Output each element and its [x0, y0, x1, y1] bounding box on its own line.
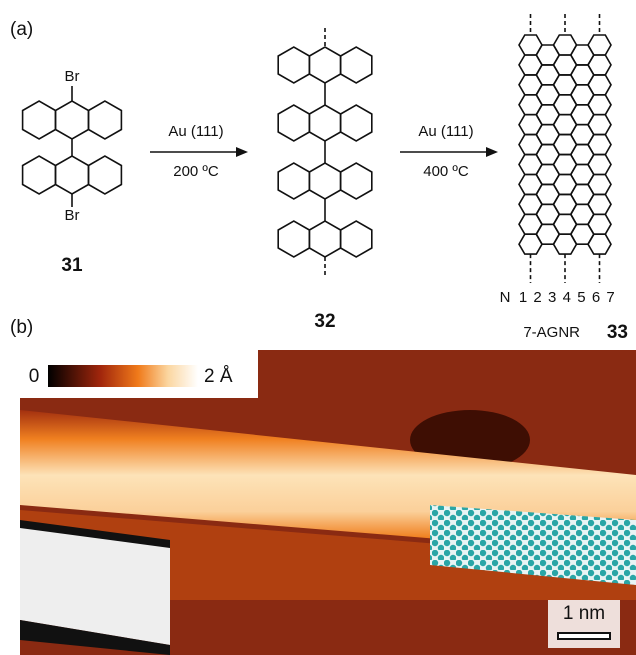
colorbar-max: 2 Å — [204, 366, 233, 387]
ring — [309, 221, 340, 257]
reagent: Au (111) — [418, 123, 473, 140]
ring — [588, 194, 611, 214]
reagent: Au (111) — [168, 123, 223, 140]
substituent: Br — [65, 207, 80, 224]
row-number: 4 — [563, 289, 571, 306]
ring — [588, 155, 611, 175]
compound-label: 31 — [61, 255, 83, 276]
ring — [588, 135, 611, 155]
arrow-head — [236, 147, 248, 157]
ring — [341, 163, 372, 199]
ring — [588, 55, 611, 75]
colorbar-min: 0 — [29, 366, 40, 387]
ring — [278, 221, 309, 257]
scale-bar — [558, 633, 610, 639]
ring — [341, 47, 372, 83]
ring — [278, 47, 309, 83]
substituent: Br — [65, 68, 80, 85]
panel-label: (a) — [10, 19, 33, 40]
panel-label: (b) — [10, 317, 33, 338]
scale-bar-label: 1 nm — [563, 603, 605, 624]
ring — [588, 175, 611, 195]
ring — [588, 35, 611, 55]
row-number: 6 — [592, 289, 600, 306]
ring — [56, 101, 89, 139]
ring — [588, 234, 611, 254]
ring — [588, 75, 611, 95]
ring — [56, 156, 89, 194]
ring — [341, 221, 372, 257]
colorbar — [48, 365, 198, 387]
ring — [278, 105, 309, 141]
row-number: 1 — [519, 289, 527, 306]
ring — [278, 163, 309, 199]
row-number: 7 — [606, 289, 614, 306]
ring — [341, 105, 372, 141]
row-prefix: N — [500, 289, 511, 306]
ring — [588, 95, 611, 115]
ring — [588, 115, 611, 135]
condition: 200 ºC — [173, 163, 219, 180]
condition: 400 ºC — [423, 163, 469, 180]
ring — [309, 47, 340, 83]
arrow-head — [486, 147, 498, 157]
ring — [23, 156, 56, 194]
molecules — [23, 14, 611, 283]
ring — [309, 163, 340, 199]
compound-label: 33 — [607, 322, 628, 343]
ring — [309, 105, 340, 141]
row-number: 3 — [548, 289, 556, 306]
row-number: 5 — [577, 289, 585, 306]
ring — [23, 101, 56, 139]
compound-label: 32 — [314, 311, 335, 332]
ring — [89, 156, 122, 194]
ring — [89, 101, 122, 139]
ring — [588, 214, 611, 234]
row-number: 2 — [533, 289, 541, 306]
figure: (a) Br Br 31 Au (111) 200 ºC Au (111) 40… — [0, 0, 636, 655]
ribbon-name: 7-AGNR — [523, 324, 580, 341]
